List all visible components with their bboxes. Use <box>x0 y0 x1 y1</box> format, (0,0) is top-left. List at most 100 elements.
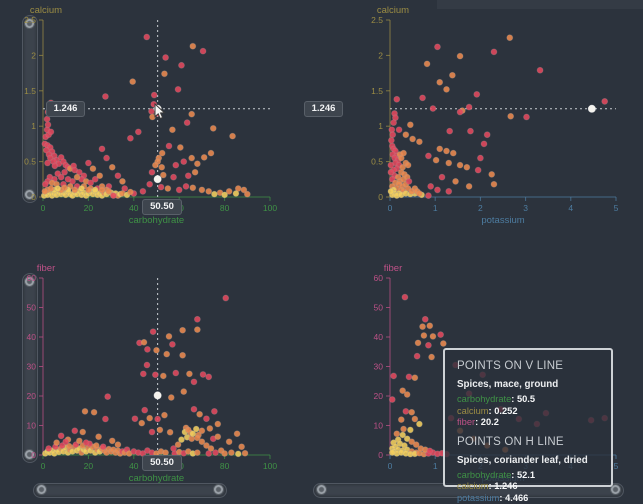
data-point[interactable] <box>222 192 228 198</box>
data-point[interactable] <box>158 184 164 190</box>
data-point[interactable] <box>46 446 52 452</box>
data-point[interactable] <box>177 144 183 150</box>
data-point[interactable] <box>183 183 189 189</box>
data-point[interactable] <box>169 341 175 347</box>
data-point[interactable] <box>242 450 248 456</box>
data-point[interactable] <box>427 448 433 454</box>
data-point[interactable] <box>444 86 450 92</box>
data-point[interactable] <box>92 187 98 193</box>
data-point[interactable] <box>63 439 69 445</box>
data-point[interactable] <box>149 429 155 435</box>
data-point[interactable] <box>169 127 175 133</box>
data-point[interactable] <box>97 173 103 179</box>
data-point[interactable] <box>446 160 452 166</box>
data-point[interactable] <box>206 188 212 194</box>
data-point[interactable] <box>189 155 195 161</box>
data-point[interactable] <box>421 333 427 339</box>
data-point[interactable] <box>80 429 86 435</box>
data-point[interactable] <box>127 135 133 141</box>
h-line-value-label[interactable]: 1.246 <box>304 101 343 117</box>
data-point[interactable] <box>144 346 150 352</box>
data-point[interactable] <box>76 438 82 444</box>
data-point[interactable] <box>155 416 161 422</box>
data-point[interactable] <box>211 191 217 197</box>
data-point[interactable] <box>42 181 48 187</box>
data-point[interactable] <box>440 340 446 346</box>
data-point[interactable] <box>422 316 428 322</box>
data-point[interactable] <box>119 178 125 184</box>
data-point[interactable] <box>152 372 158 378</box>
data-point[interactable] <box>185 173 191 179</box>
data-point[interactable] <box>210 125 216 131</box>
data-point[interactable] <box>200 48 206 54</box>
data-point[interactable] <box>142 407 148 413</box>
data-point[interactable] <box>410 136 416 142</box>
data-point[interactable] <box>184 120 190 126</box>
data-point[interactable] <box>58 174 64 180</box>
data-point[interactable] <box>144 362 150 368</box>
data-point[interactable] <box>48 129 54 135</box>
data-point[interactable] <box>405 162 411 168</box>
data-point[interactable] <box>537 67 543 73</box>
data-point[interactable] <box>412 416 418 422</box>
data-point[interactable] <box>180 352 186 358</box>
data-point[interactable] <box>45 122 51 128</box>
data-point[interactable] <box>194 161 200 167</box>
data-point[interactable] <box>83 440 89 446</box>
data-point[interactable] <box>45 160 51 166</box>
data-point[interactable] <box>144 34 150 40</box>
data-point[interactable] <box>457 53 463 59</box>
data-point[interactable] <box>191 406 197 412</box>
data-point[interactable] <box>160 373 166 379</box>
h-line-value-label[interactable]: 1.246 <box>46 101 85 117</box>
data-point[interactable] <box>484 132 490 138</box>
data-point[interactable] <box>409 409 415 415</box>
data-point[interactable] <box>62 185 68 191</box>
data-point[interactable] <box>406 374 412 380</box>
data-point[interactable] <box>181 389 187 395</box>
data-point[interactable] <box>424 61 430 67</box>
data-point[interactable] <box>105 394 111 400</box>
data-point[interactable] <box>244 191 250 197</box>
data-point[interactable] <box>115 173 121 179</box>
data-point[interactable] <box>54 440 60 446</box>
data-point[interactable] <box>173 370 179 376</box>
data-point[interactable] <box>58 433 64 439</box>
data-point[interactable] <box>403 408 409 414</box>
data-point[interactable] <box>233 190 239 196</box>
data-point[interactable] <box>222 451 228 457</box>
data-point[interactable] <box>449 72 455 78</box>
data-point[interactable] <box>192 169 198 175</box>
data-point[interactable] <box>464 164 470 170</box>
data-point[interactable] <box>190 43 196 49</box>
data-point[interactable] <box>201 154 207 160</box>
data-point[interactable] <box>55 186 61 192</box>
data-point[interactable] <box>239 444 245 450</box>
data-point[interactable] <box>154 347 160 353</box>
data-point[interactable] <box>388 162 394 168</box>
data-point[interactable] <box>388 188 394 194</box>
data-point[interactable] <box>425 193 431 199</box>
data-point[interactable] <box>102 93 108 99</box>
data-point[interactable] <box>404 392 410 398</box>
data-point[interactable] <box>234 431 240 437</box>
data-point[interactable] <box>127 189 133 195</box>
data-point[interactable] <box>42 188 48 194</box>
data-point[interactable] <box>166 333 172 339</box>
data-point[interactable] <box>52 163 58 169</box>
data-point[interactable] <box>168 394 174 400</box>
data-point[interactable] <box>189 111 195 117</box>
data-point[interactable] <box>430 106 436 112</box>
data-point[interactable] <box>475 167 481 173</box>
data-point[interactable] <box>450 150 456 156</box>
data-point[interactable] <box>457 162 463 168</box>
data-point[interactable] <box>194 316 200 322</box>
data-point[interactable] <box>44 116 50 122</box>
data-point[interactable] <box>446 188 452 194</box>
data-point[interactable] <box>140 188 146 194</box>
data-point[interactable] <box>197 411 203 417</box>
data-point[interactable] <box>409 439 415 445</box>
highlighted-data-point[interactable] <box>154 392 161 399</box>
data-point[interactable] <box>48 186 54 192</box>
data-point[interactable] <box>481 141 487 147</box>
